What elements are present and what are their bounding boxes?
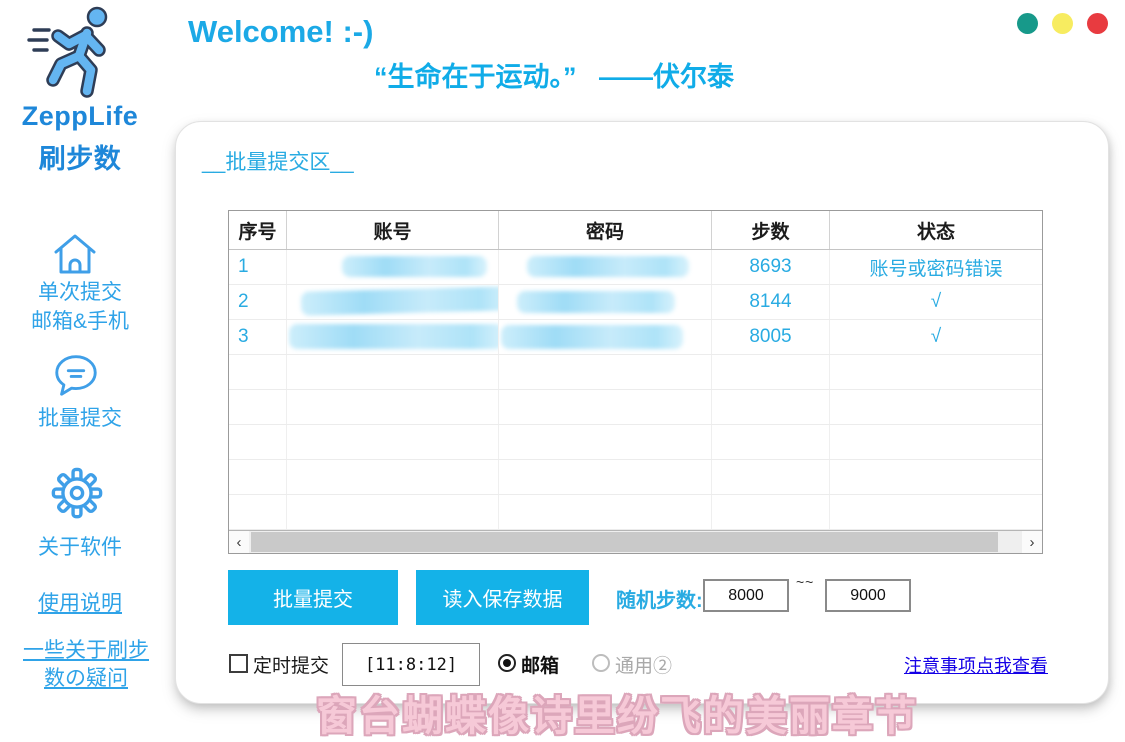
col-header-index: 序号: [229, 211, 287, 249]
redaction-blur: [342, 256, 487, 277]
window-dot-red[interactable]: [1087, 13, 1108, 34]
app-name: ZeppLife: [21, 101, 139, 131]
sidebar-item-single-submit[interactable]: 单次提交: [38, 281, 122, 304]
random-steps-label: 随机步数:: [616, 590, 703, 612]
app-subtitle: 刷步数: [38, 144, 122, 174]
table-row[interactable]: 3 8005 √: [229, 320, 1042, 355]
table-row[interactable]: 1 8693 账号或密码错误: [229, 250, 1042, 285]
cell-password-redacted: [499, 250, 712, 284]
range-separator: ~~: [796, 574, 815, 590]
sidebar-link-faq-line1[interactable]: 一些关于刷步: [23, 639, 149, 662]
horizontal-scrollbar[interactable]: ‹ ›: [229, 530, 1042, 553]
scrollbar-thumb[interactable]: [251, 532, 998, 552]
radio-email[interactable]: [498, 654, 516, 672]
motto-quote: “生命在于运动。” ——伏尔泰: [374, 62, 735, 92]
batch-submit-button[interactable]: 批量提交: [228, 570, 398, 625]
section-label: __批量提交区__: [202, 151, 354, 174]
schedule-time-input[interactable]: [342, 643, 480, 686]
cell-password-redacted: [499, 285, 712, 319]
redaction-blur: [289, 324, 498, 349]
cell-steps: 8144: [712, 285, 830, 319]
random-steps-max-input[interactable]: [825, 579, 911, 612]
scroll-right-icon[interactable]: ›: [1022, 531, 1042, 553]
batch-submit-panel: __批量提交区__ 序号 账号 密码 步数 状态 1 8693 账号或密码错误 …: [175, 121, 1109, 704]
gear-icon[interactable]: [50, 466, 104, 520]
radio-general[interactable]: [592, 654, 610, 672]
table-row[interactable]: 2 8144 √: [229, 285, 1042, 320]
table-row-empty: [229, 425, 1042, 460]
scheduled-submit-label: 定时提交: [253, 656, 330, 677]
runner-logo-icon: [27, 6, 108, 98]
watermark-text: 窗台蝴蝶像诗里纷飞的美丽章节: [316, 693, 918, 739]
accounts-table: 序号 账号 密码 步数 状态 1 8693 账号或密码错误 2 8144 √ 3…: [228, 210, 1043, 554]
radio-email-label: 邮箱: [521, 656, 560, 677]
table-row-empty: [229, 495, 1042, 530]
cell-status: 账号或密码错误: [869, 258, 1003, 280]
cell-index: 2: [229, 285, 287, 319]
window-dot-yellow[interactable]: [1052, 13, 1073, 34]
col-header-account: 账号: [287, 211, 499, 249]
sidebar-item-about[interactable]: 关于软件: [38, 536, 122, 559]
radio-selected-dot: [503, 659, 511, 667]
cell-account-redacted: [287, 250, 499, 284]
cell-index: 1: [229, 250, 287, 284]
cell-password-redacted: [499, 320, 712, 354]
cell-account-redacted: [287, 285, 499, 319]
cell-status: √: [930, 291, 942, 312]
random-steps-min-input[interactable]: [703, 579, 789, 612]
sidebar-link-faq-line2[interactable]: 数の疑问: [44, 667, 128, 690]
redaction-blur: [501, 325, 683, 349]
redaction-blur: [517, 291, 675, 313]
col-header-steps: 步数: [712, 211, 830, 249]
load-saved-data-button[interactable]: 读入保存数据: [416, 570, 589, 625]
col-header-password: 密码: [499, 211, 712, 249]
home-icon[interactable]: [50, 232, 100, 276]
cell-account-redacted: [287, 320, 499, 354]
sidebar-item-single-submit-sub[interactable]: 邮箱&手机: [30, 310, 129, 333]
scheduled-submit-checkbox[interactable]: [229, 654, 248, 673]
welcome-title: Welcome! :-): [188, 14, 374, 49]
chat-bubble-icon[interactable]: [50, 350, 102, 400]
scrollbar-track[interactable]: [249, 531, 1022, 553]
table-row-empty: [229, 390, 1042, 425]
cell-steps: 8693: [712, 250, 830, 284]
redaction-blur: [300, 286, 498, 316]
radio-general-label: 通用②: [615, 656, 673, 677]
table-row-empty: [229, 460, 1042, 495]
window-dot-green[interactable]: [1017, 13, 1038, 34]
cell-status: √: [930, 326, 942, 347]
scroll-left-icon[interactable]: ‹: [229, 531, 249, 553]
table-row-empty: [229, 355, 1042, 390]
col-header-status: 状态: [916, 221, 955, 243]
sidebar-link-instructions[interactable]: 使用说明: [38, 592, 122, 615]
notice-link[interactable]: 注意事项点我查看: [904, 656, 1048, 676]
sidebar-item-batch-submit[interactable]: 批量提交: [38, 407, 122, 430]
cell-steps: 8005: [712, 320, 830, 354]
table-header-row: 序号 账号 密码 步数 状态: [229, 211, 1042, 250]
cell-index: 3: [229, 320, 287, 354]
redaction-blur: [527, 256, 689, 277]
